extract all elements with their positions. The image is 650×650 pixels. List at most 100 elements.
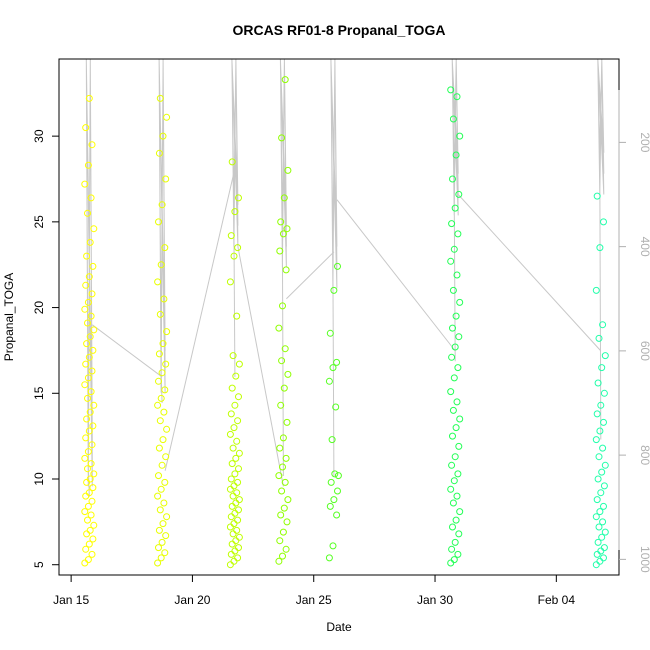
y-axis: 5 10 15 20 25 30 [32, 129, 60, 568]
data-point [227, 410, 235, 418]
x-tick-label: Jan 20 [174, 593, 210, 607]
chart-title: ORCAS RF01-8 Propanal_TOGA [233, 22, 446, 38]
data-point [156, 506, 164, 514]
data-point [233, 437, 241, 445]
pressure-axis: 200 400 600 800 1000 [618, 90, 650, 573]
data-point [82, 124, 90, 132]
data-point [157, 261, 165, 269]
data-point [81, 305, 89, 313]
data-point [155, 350, 163, 358]
data-point [601, 528, 609, 536]
data-point [157, 554, 165, 562]
data-point [226, 485, 234, 493]
data-point [454, 470, 462, 478]
data-point [90, 470, 98, 478]
data-point [228, 540, 236, 548]
data-point [88, 367, 96, 375]
data-point [234, 244, 242, 252]
data-point [83, 415, 91, 423]
data-point [234, 478, 242, 486]
data-point [84, 298, 92, 306]
data-point [233, 312, 241, 320]
data-point [87, 312, 95, 320]
data-point [598, 364, 606, 372]
data-point [228, 460, 236, 468]
data-point [227, 475, 235, 483]
data-point [87, 460, 95, 468]
data-point [452, 312, 460, 320]
data-point [448, 545, 456, 553]
data-point [230, 557, 238, 565]
data-point [235, 194, 242, 202]
data-point [452, 424, 460, 432]
data-point [455, 530, 463, 538]
data-point [90, 225, 98, 233]
data-point [447, 559, 455, 567]
data-point [163, 113, 171, 121]
data-point [449, 432, 456, 440]
data-point [87, 194, 95, 202]
data-point [158, 201, 166, 209]
data-point [281, 345, 289, 353]
data-point [81, 180, 89, 188]
data-point [455, 190, 463, 198]
data-point [156, 94, 164, 102]
data-point [90, 401, 98, 409]
data-point [279, 230, 287, 238]
data-point [86, 238, 94, 246]
data-point [447, 257, 455, 265]
data-point [84, 556, 92, 564]
data-point [81, 381, 89, 389]
data-point [451, 538, 459, 546]
x-tick-label: Feb 04 [538, 593, 576, 607]
data-point [592, 561, 600, 569]
data-point [453, 93, 461, 101]
y-tick-label: 15 [32, 386, 46, 400]
data-point [448, 461, 456, 469]
data-point [162, 175, 170, 183]
x-tick-label: Jan 25 [296, 593, 332, 607]
data-point [235, 393, 242, 401]
data-point [89, 422, 97, 430]
data-point [448, 353, 456, 361]
data-point [161, 386, 169, 394]
data-point [84, 374, 92, 382]
data-point [230, 252, 238, 260]
data-point [158, 369, 166, 377]
data-point [279, 528, 287, 536]
data-point [155, 526, 163, 534]
data-point [229, 530, 237, 538]
data-point [82, 545, 90, 553]
data-point [231, 401, 239, 409]
data-point [592, 286, 600, 294]
data-point [593, 550, 601, 558]
data-point [160, 295, 168, 303]
data-point [84, 516, 91, 524]
data-point [600, 502, 607, 510]
data-point [594, 475, 602, 483]
data-point [282, 266, 290, 274]
data-point [156, 310, 164, 318]
data-point [456, 298, 464, 306]
data-point [280, 504, 288, 512]
data-point [84, 394, 91, 402]
data-point [234, 554, 242, 562]
data-point [162, 532, 170, 540]
data-point [81, 508, 89, 516]
pressure-tick-label: 600 [638, 341, 650, 361]
data-point [226, 430, 234, 438]
data-point [83, 252, 91, 260]
data-point [226, 523, 234, 531]
data-point [154, 559, 162, 567]
data-point [600, 389, 608, 397]
pressure-transit [286, 251, 335, 300]
data-point [90, 326, 98, 334]
data-point [85, 427, 93, 435]
data-point [326, 329, 334, 337]
data-point [86, 408, 94, 416]
data-point [232, 499, 240, 507]
pressure-profile [330, 58, 338, 477]
data-point [450, 245, 458, 253]
data-point [160, 408, 168, 416]
pressure-transit [457, 194, 602, 352]
